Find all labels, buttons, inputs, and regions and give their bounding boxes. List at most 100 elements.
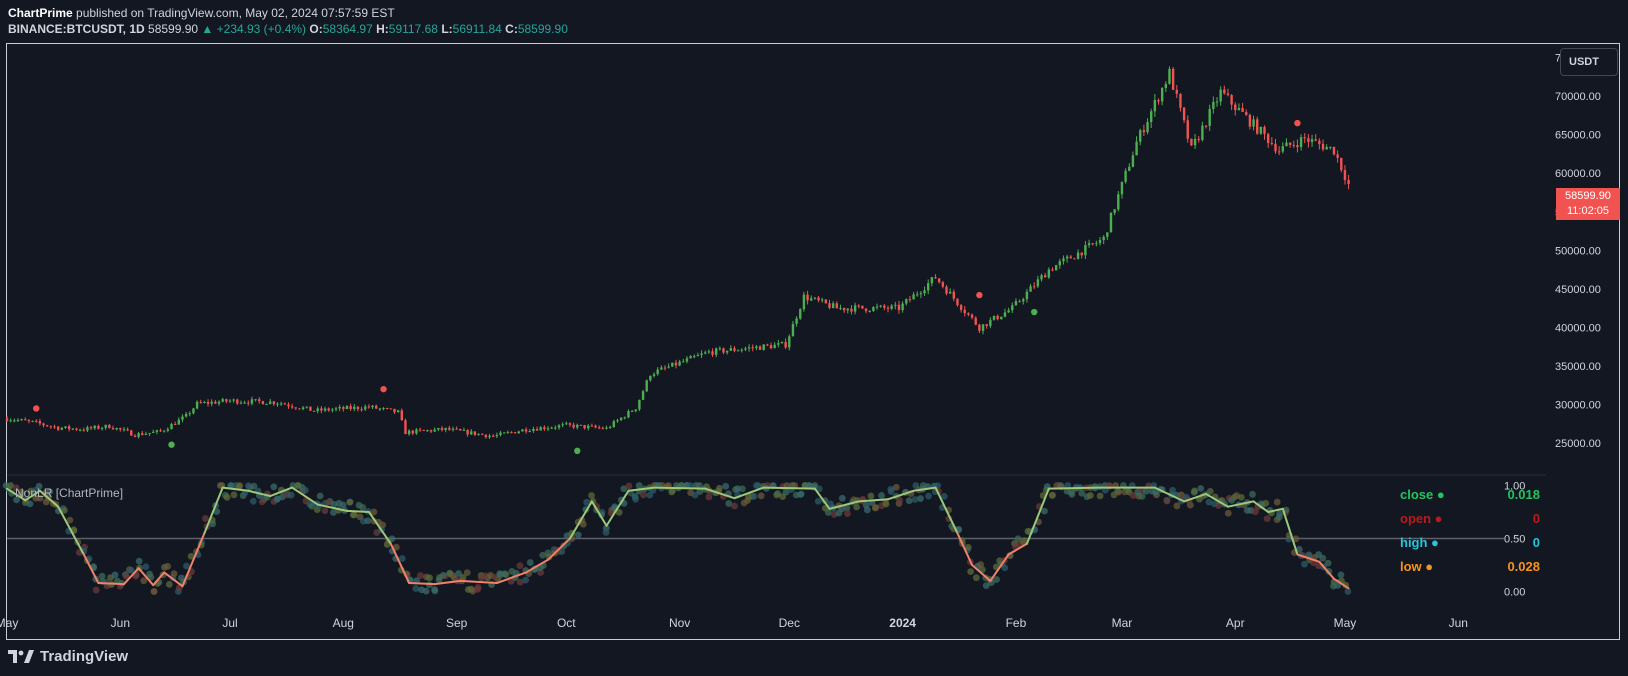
time-axis-label: Aug [333,616,354,630]
candle-body [323,408,327,411]
candle-body [1212,101,1215,109]
tradingview-logo-icon[interactable] [8,649,34,664]
indicator-dot [388,535,396,543]
candle-body [13,420,16,422]
indicator-dot [1169,486,1177,494]
candle-body [1259,126,1263,134]
candle-body [506,432,510,434]
candle-body [839,307,842,309]
candle-body [799,309,802,319]
candle-body [97,425,100,429]
indicator-line-segment [408,582,436,586]
candle-body [1106,232,1109,237]
candle-body [481,433,484,435]
indicator-line-segment [1267,507,1284,513]
time-axis-label: Feb [1006,616,1027,630]
currency-unit-button[interactable]: USDT [1560,48,1618,76]
indicator-dot [1024,527,1032,535]
candle-body [842,307,846,311]
indicator-title[interactable]: NonLR [ChartPrime] [15,486,124,500]
indicator-dot [516,578,524,586]
candle-body [1022,299,1025,302]
price-axis-label: 25000.00 [1555,438,1601,450]
indicator-dot [696,482,703,489]
candle-body [1288,142,1292,145]
candle-body [806,294,809,301]
candle-body [20,419,23,421]
candle-body [459,429,462,431]
candle-body [945,286,948,294]
candle-body [345,406,349,410]
candle-body [407,430,411,435]
indicator-dot [579,520,587,528]
candle-body [886,307,890,309]
indicator-dot [615,508,623,516]
indicator-dot [602,529,610,536]
indicator-dot [245,482,252,490]
indicator-line-segment [912,486,937,492]
candle-body [802,294,806,310]
candle-body [711,351,714,355]
candle-body [35,420,38,422]
indicator-dot [750,492,758,500]
candle-body [788,336,791,348]
candle-body [488,435,491,438]
candle-body [1149,111,1153,123]
candle-body [137,433,140,437]
indicator-line-segment [221,486,250,492]
candle-body [1139,130,1142,142]
price-tag-countdown: 11:02:05 [1566,205,1609,217]
candle-body [1084,245,1087,256]
candle-body [762,344,765,350]
indicator-dot [359,504,367,511]
candle-body [981,324,985,331]
candle-body [1237,108,1241,111]
candle-body [934,277,937,279]
indicator-dot [46,488,54,495]
candle-body [433,429,436,432]
indicator-dot [202,515,209,522]
indicator-dot [1337,571,1345,579]
candle-body [718,348,722,350]
author-name[interactable]: ChartPrime [8,6,73,20]
indicator-line-segment [525,558,550,574]
indicator-line-segment [590,500,608,527]
indicator-line-segment [1226,500,1255,508]
candle-body [1230,94,1233,105]
candle-body [674,362,678,366]
indicator-dot [705,493,713,501]
time-axis-label: Mar [1112,616,1133,630]
indicator-dot [972,574,980,582]
candle-body [937,278,941,283]
candle-body [813,297,817,299]
indicator-dot [501,570,509,578]
candle-body [861,305,864,309]
indicator-dot [66,516,74,524]
candle-body [24,419,27,421]
indicator-line-segment [203,486,224,535]
candle-body [1223,89,1226,94]
indicator-dot [1292,535,1300,543]
signal-marker [1031,308,1038,316]
candle-body [978,324,981,331]
candle-body [53,426,56,428]
candle-body [517,431,520,434]
indicator-dot [1263,515,1271,523]
indicator-line-segment [605,489,630,527]
candle-body [254,399,257,401]
candle-body [1003,312,1007,317]
candle-body [535,429,539,431]
candle-body [1292,144,1295,146]
candle-body [1128,166,1131,171]
candle-body [1201,125,1204,140]
legend-low-value: 0.028 [1507,559,1540,574]
symbol-label[interactable]: BINANCE:BTCUSDT, 1D [8,22,145,36]
candle-body [905,299,908,304]
candle-body [1091,243,1094,245]
indicator-dot [646,491,654,499]
candle-body [100,427,104,429]
brand-name[interactable]: TradingView [40,648,129,665]
candle-body [484,434,488,438]
legend-close-label: close ● [1400,487,1445,502]
